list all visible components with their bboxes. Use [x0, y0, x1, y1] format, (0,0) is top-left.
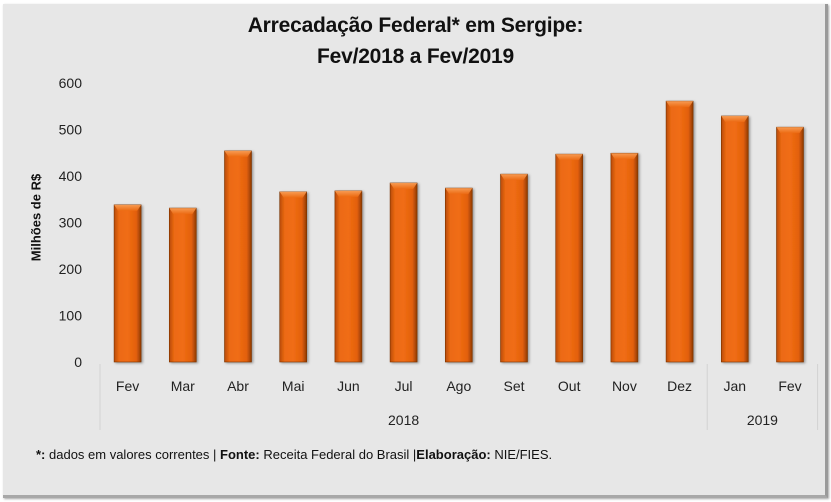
- y-tick-label: 100: [59, 308, 83, 324]
- x-tick-label: Ago: [446, 378, 471, 394]
- x-tick-label: Mar: [171, 378, 195, 394]
- bar: [334, 190, 363, 363]
- x-tick-label: Abr: [227, 378, 249, 394]
- x-tick-label: Jan: [724, 378, 747, 394]
- bar: [279, 191, 308, 363]
- x-tick-label: Mai: [282, 378, 305, 394]
- x-tick-label: Jun: [337, 378, 360, 394]
- x-tick-label: Fev: [778, 378, 801, 394]
- bar: [224, 150, 252, 363]
- bar: [389, 182, 418, 363]
- footnote-asterisk-text: dados em valores correntes |: [45, 447, 221, 462]
- bar: [720, 115, 749, 363]
- footnote-source-label: Fonte:: [220, 447, 260, 462]
- group-label: 2018: [388, 412, 419, 428]
- group-label: 2019: [747, 412, 778, 428]
- x-tick-label: Set: [503, 378, 524, 394]
- y-tick-label: 600: [59, 75, 83, 91]
- chart-subtitle: Fev/2018 a Fev/2019: [316, 45, 515, 68]
- x-tick-label: Fev: [116, 378, 139, 394]
- bar: [776, 126, 804, 363]
- y-tick-label: 500: [59, 122, 83, 138]
- footnote-source-text: Receita Federal do Brasil |: [259, 447, 417, 462]
- bar: [555, 153, 584, 363]
- x-tick-label: Dez: [667, 378, 692, 394]
- chart-title: Arrecadação Federal* em Sergipe:: [247, 14, 584, 37]
- footnote: *: dados em valores correntes | Fonte: R…: [36, 447, 552, 462]
- footnote-asterisk-label: *:: [36, 447, 46, 462]
- y-tick-label: 0: [74, 354, 82, 370]
- bar: [610, 152, 639, 363]
- x-tick-label: Nov: [612, 378, 637, 394]
- x-tick-label: Jul: [395, 378, 413, 394]
- bar: [113, 204, 142, 363]
- bar: [500, 173, 528, 363]
- bar: [444, 187, 473, 363]
- y-tick-label: 300: [59, 215, 83, 231]
- footnote-credit-text: NIE/FIES.: [490, 447, 553, 462]
- bar: [665, 100, 694, 363]
- bar: [169, 207, 197, 363]
- x-tick-label: Out: [558, 378, 581, 394]
- footnote-credit-label: Elaboração:: [416, 447, 491, 462]
- y-tick-label: 200: [59, 261, 83, 277]
- y-tick-label: 400: [59, 168, 83, 184]
